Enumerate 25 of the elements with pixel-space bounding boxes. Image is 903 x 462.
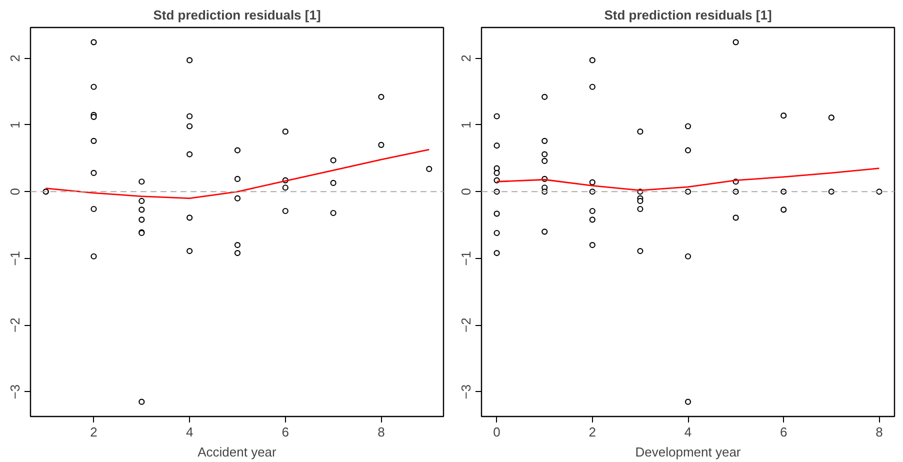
y-tick-label: −2 [8,318,22,332]
y-tick-label: 2 [458,54,474,62]
x-tick-label: 2 [588,424,596,440]
y-tick-label: −3 [8,384,22,400]
x-tick-label: 2 [90,424,98,440]
y-tick-label: 2 [8,54,22,62]
x-tick-label: 4 [684,424,692,440]
y-tick-label: 1 [8,121,22,129]
x-tick-label: 0 [493,424,500,440]
y-tick-label: 0 [8,188,22,196]
y-tick-label: 0 [458,188,474,196]
x-tick-label: 6 [780,424,788,440]
x-axis-title: Development year [635,444,742,460]
chart-title: Std prediction residuals [1] [153,8,321,22]
x-tick-label: 4 [186,424,194,440]
chart-title: Std prediction residuals [1] [604,8,772,22]
x-tick-label: 8 [378,424,385,440]
x-axis-title: Accident year [198,444,278,460]
y-tick-label: −1 [8,250,22,266]
y-tick-label: −1 [458,250,474,266]
y-tick-label: −2 [458,318,474,332]
x-tick-label: 6 [282,424,290,440]
y-tick-label: 1 [458,121,474,129]
y-tick-label: −3 [458,384,474,400]
x-tick-label: 8 [876,424,883,440]
